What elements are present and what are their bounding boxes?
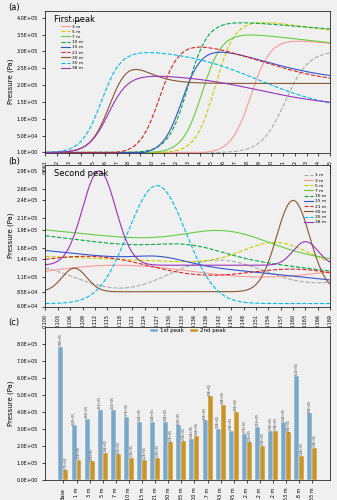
Text: 2.8E+05: 2.8E+05 [287, 418, 290, 432]
Text: 3.7E+05: 3.7E+05 [124, 403, 128, 416]
Bar [242, 434, 247, 480]
Bar [176, 426, 181, 480]
Text: 4.4E+05: 4.4E+05 [221, 391, 225, 404]
Bar [90, 461, 95, 480]
Text: 7.8E+05: 7.8E+05 [59, 333, 63, 346]
Text: 1.1E+05: 1.1E+05 [90, 448, 94, 460]
Text: 3.4E+05: 3.4E+05 [137, 408, 142, 422]
Text: 3.4E+05: 3.4E+05 [164, 408, 168, 422]
Text: 1.9E+05: 1.9E+05 [313, 434, 317, 447]
Bar [124, 417, 129, 480]
Text: 2.4E+05: 2.4E+05 [190, 426, 194, 438]
Bar [189, 439, 194, 480]
Y-axis label: Pressure (Pa): Pressure (Pa) [7, 59, 14, 104]
Text: 3.1E+05: 3.1E+05 [255, 414, 259, 426]
Legend: 1st peak, 2nd peak: 1st peak, 2nd peak [148, 326, 228, 336]
Bar [163, 422, 168, 480]
Text: 3.9E+05: 3.9E+05 [308, 400, 312, 413]
Bar [216, 429, 221, 480]
Bar [150, 422, 155, 480]
Legend: 1 m, 3 m, 5 m, 7 m, 10 m, 15 m, 21 m, 30 m, 35 m, 38 m: 1 m, 3 m, 5 m, 7 m, 10 m, 15 m, 21 m, 30… [59, 18, 85, 72]
Bar [168, 442, 173, 480]
Text: 1.5E+05: 1.5E+05 [116, 440, 120, 454]
Bar [155, 458, 160, 480]
Bar [71, 426, 76, 480]
Text: 2.2E+05: 2.2E+05 [169, 428, 173, 442]
Text: 2.7E+05: 2.7E+05 [242, 420, 246, 434]
Text: 2.9E+05: 2.9E+05 [229, 416, 233, 430]
Text: 4.9E+05: 4.9E+05 [208, 382, 212, 396]
Text: 3.0E+05: 3.0E+05 [216, 415, 220, 428]
Bar [247, 442, 252, 480]
Text: 2.2E+05: 2.2E+05 [247, 428, 251, 442]
Text: 6.1E+05: 6.1E+05 [295, 362, 299, 376]
Bar [98, 410, 103, 480]
Text: 2.0E+05: 2.0E+05 [261, 432, 265, 445]
Bar [268, 430, 273, 480]
Text: (c): (c) [8, 318, 20, 327]
Text: 3.4E+05: 3.4E+05 [282, 408, 286, 422]
Text: First peak: First peak [54, 15, 95, 24]
Bar [85, 418, 90, 480]
Text: 1.3E+05: 1.3E+05 [156, 444, 160, 457]
Text: 3.2E+05: 3.2E+05 [177, 412, 181, 424]
Bar [181, 441, 186, 480]
Text: 4.0E+05: 4.0E+05 [234, 398, 238, 411]
Bar [116, 454, 121, 480]
Bar [142, 460, 147, 480]
Text: 1.2E+05: 1.2E+05 [143, 446, 147, 459]
Text: (a): (a) [8, 2, 20, 12]
Bar [229, 430, 234, 480]
Text: 2.3E+05: 2.3E+05 [182, 427, 186, 440]
Text: 4.1E+05: 4.1E+05 [98, 396, 102, 409]
X-axis label: Time (s): Time (s) [174, 330, 202, 336]
Text: 3.4E+05: 3.4E+05 [151, 408, 155, 422]
Bar [76, 460, 82, 480]
Bar [194, 436, 200, 480]
Text: 1.3E+05: 1.3E+05 [129, 444, 133, 457]
Bar [111, 410, 116, 480]
Bar [307, 414, 312, 480]
Bar [260, 446, 265, 480]
Legend: 1 m, 3 m, 5 m, 7 m, 10 m, 15 m, 21 m, 30 m, 35 m, 38 m: 1 m, 3 m, 5 m, 7 m, 10 m, 15 m, 21 m, 30… [303, 172, 328, 226]
Text: 2.9E+05: 2.9E+05 [274, 416, 278, 430]
Bar [129, 458, 134, 480]
Bar [286, 432, 291, 480]
Text: 1.6E+05: 1.6E+05 [103, 439, 107, 452]
Text: 1.4E+05: 1.4E+05 [300, 442, 304, 456]
Bar [234, 412, 239, 480]
Bar [312, 448, 317, 480]
Bar [63, 470, 68, 480]
Text: 3.5E+05: 3.5E+05 [203, 406, 207, 420]
Y-axis label: Pressure (Pa): Pressure (Pa) [7, 213, 14, 258]
Bar [273, 430, 278, 480]
Bar [299, 456, 304, 480]
Text: 5.7E+04: 5.7E+04 [64, 456, 68, 469]
Bar [221, 405, 225, 480]
Text: 2.9E+05: 2.9E+05 [269, 416, 273, 430]
Bar [58, 347, 63, 480]
Text: Second peak: Second peak [54, 169, 108, 178]
Bar [137, 422, 142, 480]
Text: 4.1E+05: 4.1E+05 [111, 396, 115, 409]
Bar [294, 376, 299, 480]
Text: (b): (b) [8, 156, 20, 166]
Bar [208, 396, 213, 480]
Bar [255, 427, 260, 480]
Text: 2.6E+05: 2.6E+05 [195, 422, 199, 435]
Text: 1.2E+05: 1.2E+05 [77, 446, 81, 459]
X-axis label: Time (s): Time (s) [174, 176, 202, 182]
Text: 3.2E+05: 3.2E+05 [72, 412, 76, 424]
Bar [103, 452, 108, 480]
Bar [203, 420, 208, 480]
Text: 3.6E+05: 3.6E+05 [85, 404, 89, 418]
Bar [281, 422, 286, 480]
Y-axis label: Pressure (Pa): Pressure (Pa) [7, 380, 14, 426]
